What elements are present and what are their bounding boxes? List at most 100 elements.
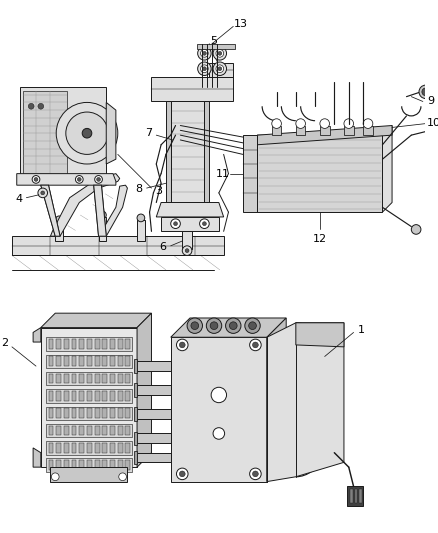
- Circle shape: [191, 322, 198, 329]
- Polygon shape: [343, 125, 353, 135]
- Bar: [48, 374, 53, 383]
- Bar: [48, 408, 53, 418]
- Bar: [95, 391, 99, 401]
- Text: 2: 2: [1, 338, 8, 348]
- Text: 12: 12: [312, 234, 326, 244]
- Bar: [64, 339, 69, 349]
- Polygon shape: [98, 217, 106, 241]
- Bar: [79, 374, 84, 383]
- Circle shape: [212, 46, 226, 60]
- Bar: [354, 489, 357, 503]
- Bar: [125, 461, 130, 470]
- Polygon shape: [257, 125, 391, 212]
- Polygon shape: [94, 185, 106, 236]
- Polygon shape: [257, 125, 391, 145]
- Bar: [20, 87, 106, 179]
- Polygon shape: [209, 63, 233, 77]
- Bar: [48, 461, 53, 470]
- Circle shape: [215, 65, 225, 75]
- Circle shape: [38, 103, 44, 109]
- Polygon shape: [295, 125, 305, 135]
- Bar: [95, 461, 99, 470]
- Bar: [110, 461, 115, 470]
- Circle shape: [199, 219, 209, 229]
- Bar: [56, 339, 61, 349]
- Circle shape: [211, 387, 226, 402]
- Polygon shape: [137, 433, 170, 443]
- Polygon shape: [41, 328, 137, 467]
- Bar: [349, 489, 352, 503]
- Bar: [46, 458, 132, 472]
- Circle shape: [212, 427, 224, 439]
- Circle shape: [82, 128, 92, 138]
- Bar: [110, 408, 115, 418]
- Bar: [48, 426, 53, 435]
- Bar: [79, 357, 84, 366]
- Bar: [117, 339, 122, 349]
- Circle shape: [173, 222, 177, 225]
- Circle shape: [170, 219, 180, 229]
- Bar: [46, 389, 132, 402]
- Polygon shape: [106, 102, 116, 164]
- Bar: [117, 426, 122, 435]
- Bar: [110, 374, 115, 383]
- Circle shape: [252, 471, 258, 477]
- Bar: [79, 339, 84, 349]
- Bar: [95, 339, 99, 349]
- Text: 5: 5: [210, 36, 217, 46]
- Circle shape: [202, 67, 206, 71]
- Bar: [64, 461, 69, 470]
- Circle shape: [343, 119, 353, 128]
- Bar: [110, 426, 115, 435]
- Bar: [46, 354, 132, 368]
- Bar: [95, 357, 99, 366]
- Polygon shape: [137, 220, 145, 241]
- Bar: [87, 443, 92, 453]
- Bar: [117, 443, 122, 453]
- Circle shape: [319, 119, 329, 128]
- Bar: [95, 408, 99, 418]
- Bar: [46, 407, 132, 420]
- Text: 13: 13: [233, 20, 247, 29]
- Circle shape: [77, 177, 81, 181]
- Text: 9: 9: [426, 96, 433, 107]
- Bar: [64, 443, 69, 453]
- Bar: [87, 357, 92, 366]
- Bar: [48, 357, 53, 366]
- Bar: [56, 443, 61, 453]
- Circle shape: [119, 473, 126, 481]
- Bar: [102, 357, 107, 366]
- Circle shape: [215, 50, 223, 57]
- Bar: [23, 91, 67, 175]
- Circle shape: [217, 51, 221, 55]
- Polygon shape: [266, 318, 286, 482]
- Circle shape: [34, 177, 38, 181]
- Polygon shape: [346, 487, 362, 506]
- Bar: [79, 426, 84, 435]
- Bar: [71, 408, 76, 418]
- Bar: [125, 374, 130, 383]
- Circle shape: [271, 119, 281, 128]
- Circle shape: [182, 246, 191, 255]
- Circle shape: [215, 65, 223, 72]
- Circle shape: [200, 50, 208, 57]
- Bar: [87, 408, 92, 418]
- Polygon shape: [362, 125, 372, 135]
- Bar: [46, 372, 132, 385]
- Polygon shape: [319, 125, 329, 135]
- Polygon shape: [137, 453, 170, 462]
- Circle shape: [176, 339, 187, 351]
- Bar: [125, 357, 130, 366]
- Bar: [71, 426, 76, 435]
- Circle shape: [418, 85, 431, 99]
- Circle shape: [187, 318, 202, 333]
- Bar: [64, 426, 69, 435]
- Bar: [102, 443, 107, 453]
- Polygon shape: [170, 318, 286, 337]
- Polygon shape: [55, 222, 63, 241]
- Bar: [125, 443, 130, 453]
- Circle shape: [32, 175, 40, 183]
- Bar: [48, 391, 53, 401]
- Polygon shape: [156, 203, 223, 217]
- Circle shape: [98, 211, 106, 219]
